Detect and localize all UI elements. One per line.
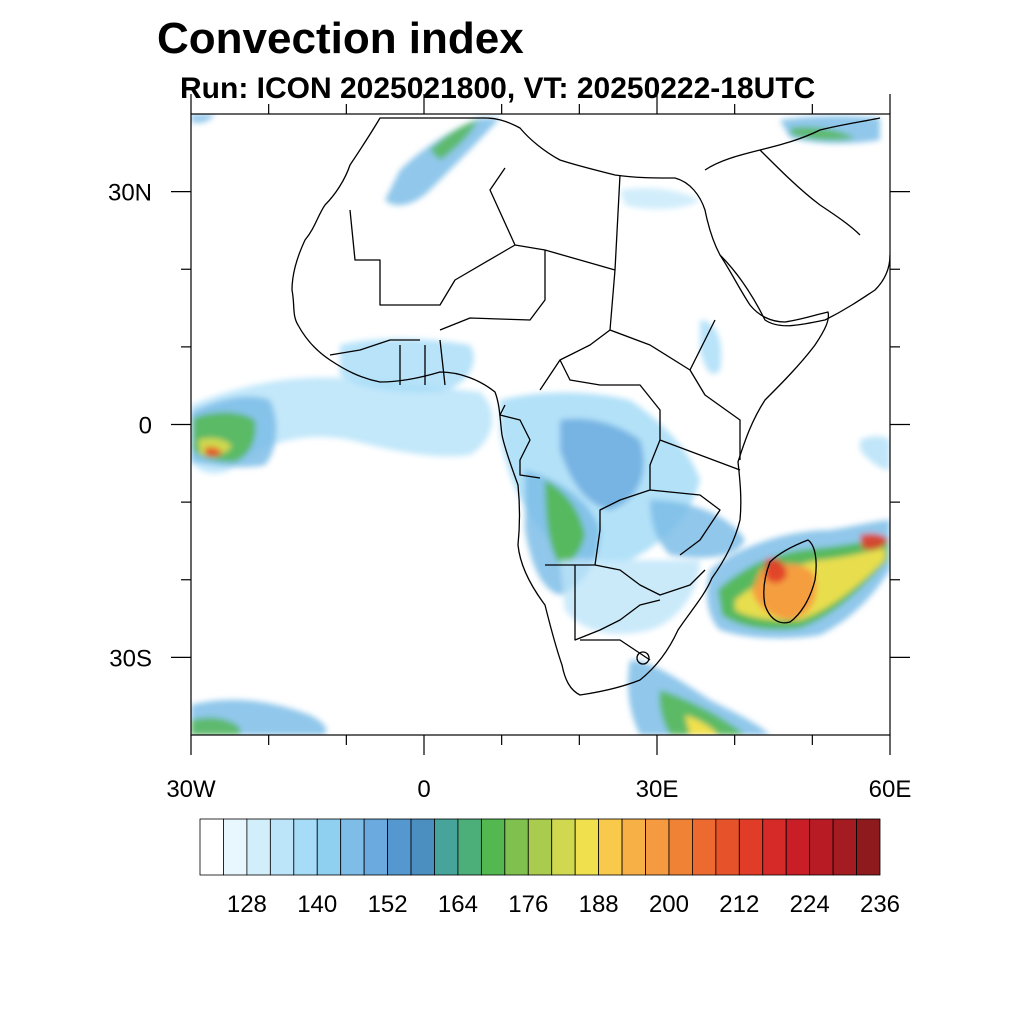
shade-horn bbox=[700, 320, 722, 374]
colorbar-swatch bbox=[387, 818, 412, 876]
shade-west-africa bbox=[340, 338, 474, 393]
colorbar-swatch bbox=[715, 818, 740, 876]
colorbar-label: 164 bbox=[438, 891, 478, 918]
lat-label: 30N bbox=[108, 180, 152, 207]
shade-atlantic-red bbox=[205, 447, 222, 457]
colorbar-swatch bbox=[457, 818, 482, 876]
colorbar-swatch bbox=[246, 818, 271, 876]
lon-label: 60E bbox=[869, 776, 912, 803]
lesotho-outline bbox=[636, 651, 650, 665]
lat-label: 0 bbox=[139, 413, 152, 440]
lon-label: 30W bbox=[166, 776, 216, 803]
colorbar-label: 140 bbox=[297, 891, 337, 918]
colorbar-label: 200 bbox=[649, 891, 689, 918]
lon-label: 30E bbox=[636, 776, 679, 803]
colorbar-label: 212 bbox=[719, 891, 759, 918]
colorbar-swatch bbox=[785, 818, 811, 876]
colorbar-swatch bbox=[551, 818, 576, 876]
lon-label: 0 bbox=[417, 776, 430, 803]
colorbar-label: 188 bbox=[579, 891, 619, 918]
shade-north-atlantic bbox=[385, 118, 500, 206]
arabia-outline bbox=[704, 117, 890, 327]
colorbar-label: 152 bbox=[368, 891, 408, 918]
colorbar-label: 224 bbox=[790, 891, 830, 918]
colorbar-swatch bbox=[574, 818, 600, 876]
country-borders bbox=[291, 117, 890, 696]
colorbar-swatch bbox=[480, 818, 506, 876]
colorbar-swatch bbox=[316, 818, 342, 876]
colorbar-swatch bbox=[598, 818, 623, 876]
shade-tanzania bbox=[650, 500, 745, 558]
colorbar-swatch bbox=[645, 818, 670, 876]
chart-subtitle: Run: ICON 2025021800, VT: 20250222-18UTC bbox=[180, 72, 816, 105]
axis-ticks bbox=[171, 94, 910, 755]
colorbar-swatch bbox=[269, 818, 295, 876]
shade-north-atlantic-green bbox=[430, 120, 478, 160]
colorbar-swatch bbox=[527, 818, 553, 876]
colorbar-swatch bbox=[738, 818, 764, 876]
colorbar-swatch bbox=[410, 818, 435, 876]
shade-mideast-green bbox=[790, 127, 855, 141]
shade-south-atlantic-green bbox=[191, 717, 240, 735]
africa-coastline bbox=[291, 117, 830, 696]
shade-southern-africa bbox=[560, 560, 700, 634]
colorbar-swatch bbox=[621, 818, 646, 876]
chart-title: Convection index bbox=[157, 14, 524, 63]
colorbar-label: 128 bbox=[227, 891, 267, 918]
colorbar-label: 176 bbox=[508, 891, 548, 918]
colorbar-swatch bbox=[434, 818, 459, 876]
colorbar-swatch bbox=[668, 818, 693, 876]
shade-east-ocean bbox=[860, 436, 890, 470]
colorbar-swatch bbox=[856, 818, 881, 876]
shade-madagascar-red bbox=[765, 558, 787, 583]
colorbar-label: 236 bbox=[860, 891, 900, 918]
shade-east-ocean-red bbox=[860, 533, 888, 550]
colorbar-swatch bbox=[832, 818, 857, 876]
colorbar-swatch bbox=[692, 818, 717, 876]
colorbar bbox=[199, 818, 881, 876]
border-lines bbox=[329, 167, 741, 661]
colorbar-swatch bbox=[223, 818, 248, 876]
colorbar-swatch bbox=[363, 818, 388, 876]
colorbar-labels: 128 140 152 164 176 188 200 212 224 236 bbox=[227, 891, 900, 918]
colorbar-swatch bbox=[762, 818, 787, 876]
convection-shading bbox=[191, 114, 890, 735]
shade-angola-green bbox=[545, 480, 585, 563]
shade-top-left bbox=[191, 114, 215, 124]
shade-se-coast-green bbox=[659, 690, 745, 735]
axis-labels: 30N 0 30S 30W 0 30E 60E bbox=[108, 180, 911, 803]
colorbar-swatch bbox=[340, 818, 365, 876]
shade-egypt-lightblue bbox=[620, 188, 700, 210]
colorbar-swatch bbox=[199, 818, 224, 876]
colorbar-swatch bbox=[809, 818, 834, 876]
madagascar-outline bbox=[763, 539, 817, 624]
shade-se-coast-yellow bbox=[685, 715, 718, 735]
colorbar-swatch bbox=[293, 818, 318, 876]
colorbar-swatch bbox=[504, 818, 529, 876]
shade-congo-core bbox=[560, 418, 644, 510]
lat-label: 30S bbox=[109, 645, 152, 672]
